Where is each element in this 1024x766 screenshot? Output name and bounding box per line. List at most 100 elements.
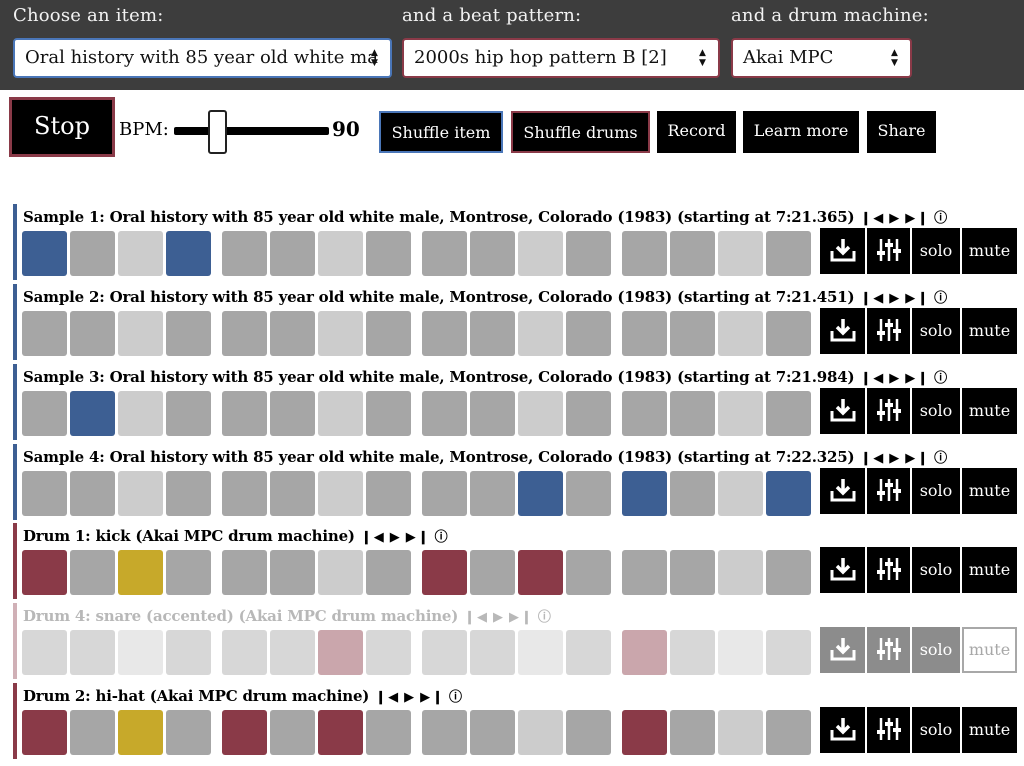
step-pad[interactable] — [518, 391, 563, 436]
step-pad[interactable] — [670, 630, 715, 675]
solo-button[interactable]: solo — [912, 627, 960, 673]
step-pad[interactable] — [318, 391, 363, 436]
step-pad[interactable] — [22, 311, 67, 356]
download-button[interactable] — [820, 308, 865, 354]
step-pad[interactable] — [470, 391, 515, 436]
step-pad[interactable] — [22, 471, 67, 516]
step-pad[interactable] — [118, 710, 163, 755]
step-pad[interactable] — [718, 550, 763, 595]
play-icon[interactable]: ▶ — [493, 610, 506, 625]
step-pad[interactable] — [422, 710, 467, 755]
step-pad[interactable] — [622, 311, 667, 356]
step-pad[interactable] — [718, 391, 763, 436]
skip-next-icon[interactable]: ▶❙ — [405, 530, 431, 545]
skip-next-icon[interactable]: ▶❙ — [905, 451, 931, 466]
item-select[interactable]: Oral history with 85 year old white ma ▲… — [13, 38, 392, 78]
step-pad[interactable] — [166, 710, 211, 755]
step-pad[interactable] — [270, 710, 315, 755]
step-pad[interactable] — [22, 710, 67, 755]
step-pad[interactable] — [366, 471, 411, 516]
step-pad[interactable] — [470, 710, 515, 755]
mute-button[interactable]: mute — [962, 308, 1017, 354]
step-pad[interactable] — [318, 311, 363, 356]
step-pad[interactable] — [70, 391, 115, 436]
mixer-button[interactable] — [867, 627, 910, 673]
step-pad[interactable] — [70, 471, 115, 516]
step-pad[interactable] — [222, 311, 267, 356]
step-pad[interactable] — [566, 311, 611, 356]
step-pad[interactable] — [366, 710, 411, 755]
step-pad[interactable] — [566, 710, 611, 755]
solo-button[interactable]: solo — [912, 308, 960, 354]
step-pad[interactable] — [118, 550, 163, 595]
step-pad[interactable] — [366, 550, 411, 595]
step-pad[interactable] — [270, 311, 315, 356]
step-pad[interactable] — [766, 311, 811, 356]
play-icon[interactable]: ▶ — [404, 690, 417, 705]
solo-button[interactable]: solo — [912, 547, 960, 593]
info-icon[interactable]: ⓘ — [934, 371, 950, 386]
info-icon[interactable]: ⓘ — [934, 451, 950, 466]
step-pad[interactable] — [270, 471, 315, 516]
step-pad[interactable] — [166, 311, 211, 356]
step-pad[interactable] — [670, 231, 715, 276]
step-pad[interactable] — [718, 710, 763, 755]
step-pad[interactable] — [270, 391, 315, 436]
step-pad[interactable] — [470, 311, 515, 356]
step-pad[interactable] — [366, 391, 411, 436]
shuffle-drums-button[interactable]: Shuffle drums — [511, 111, 650, 153]
step-pad[interactable] — [766, 391, 811, 436]
skip-next-icon[interactable]: ▶❙ — [905, 371, 931, 386]
record-button[interactable]: Record — [657, 111, 736, 153]
step-pad[interactable] — [422, 231, 467, 276]
step-pad[interactable] — [118, 311, 163, 356]
skip-previous-icon[interactable]: ❙◀ — [860, 211, 886, 226]
mute-button[interactable]: mute — [962, 228, 1017, 274]
step-pad[interactable] — [422, 391, 467, 436]
bpm-slider-track[interactable] — [174, 127, 329, 135]
step-pad[interactable] — [422, 311, 467, 356]
step-pad[interactable] — [318, 231, 363, 276]
step-pad[interactable] — [622, 391, 667, 436]
skip-previous-icon[interactable]: ❙◀ — [860, 291, 886, 306]
step-pad[interactable] — [366, 231, 411, 276]
play-icon[interactable]: ▶ — [889, 451, 902, 466]
step-pad[interactable] — [222, 471, 267, 516]
step-pad[interactable] — [166, 391, 211, 436]
skip-next-icon[interactable]: ▶❙ — [905, 291, 931, 306]
step-pad[interactable] — [22, 391, 67, 436]
mixer-button[interactable] — [867, 707, 910, 753]
download-button[interactable] — [820, 388, 865, 434]
skip-next-icon[interactable]: ▶❙ — [905, 211, 931, 226]
step-pad[interactable] — [70, 630, 115, 675]
step-pad[interactable] — [366, 311, 411, 356]
step-pad[interactable] — [422, 630, 467, 675]
solo-button[interactable]: solo — [912, 228, 960, 274]
mute-button[interactable]: mute — [962, 627, 1017, 673]
info-icon[interactable]: ⓘ — [537, 610, 553, 625]
step-pad[interactable] — [670, 710, 715, 755]
step-pad[interactable] — [670, 550, 715, 595]
step-pad[interactable] — [518, 231, 563, 276]
step-pad[interactable] — [22, 550, 67, 595]
mixer-button[interactable] — [867, 228, 910, 274]
solo-button[interactable]: solo — [912, 468, 960, 514]
step-pad[interactable] — [270, 550, 315, 595]
step-pad[interactable] — [118, 630, 163, 675]
step-pad[interactable] — [766, 630, 811, 675]
step-pad[interactable] — [766, 710, 811, 755]
learn-more-button[interactable]: Learn more — [743, 111, 859, 153]
step-pad[interactable] — [166, 550, 211, 595]
step-pad[interactable] — [318, 710, 363, 755]
play-icon[interactable]: ▶ — [889, 291, 902, 306]
download-button[interactable] — [820, 468, 865, 514]
solo-button[interactable]: solo — [912, 388, 960, 434]
step-pad[interactable] — [566, 391, 611, 436]
play-icon[interactable]: ▶ — [889, 211, 902, 226]
step-pad[interactable] — [566, 231, 611, 276]
step-pad[interactable] — [70, 231, 115, 276]
step-pad[interactable] — [318, 630, 363, 675]
step-pad[interactable] — [518, 550, 563, 595]
step-pad[interactable] — [166, 471, 211, 516]
play-icon[interactable]: ▶ — [889, 371, 902, 386]
